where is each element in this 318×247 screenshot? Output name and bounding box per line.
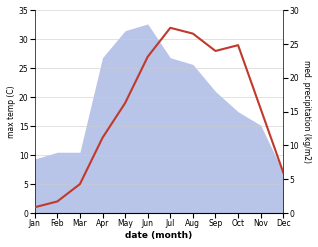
- Y-axis label: med. precipitation (kg/m2): med. precipitation (kg/m2): [302, 60, 311, 163]
- X-axis label: date (month): date (month): [125, 231, 193, 240]
- Y-axis label: max temp (C): max temp (C): [7, 85, 16, 138]
